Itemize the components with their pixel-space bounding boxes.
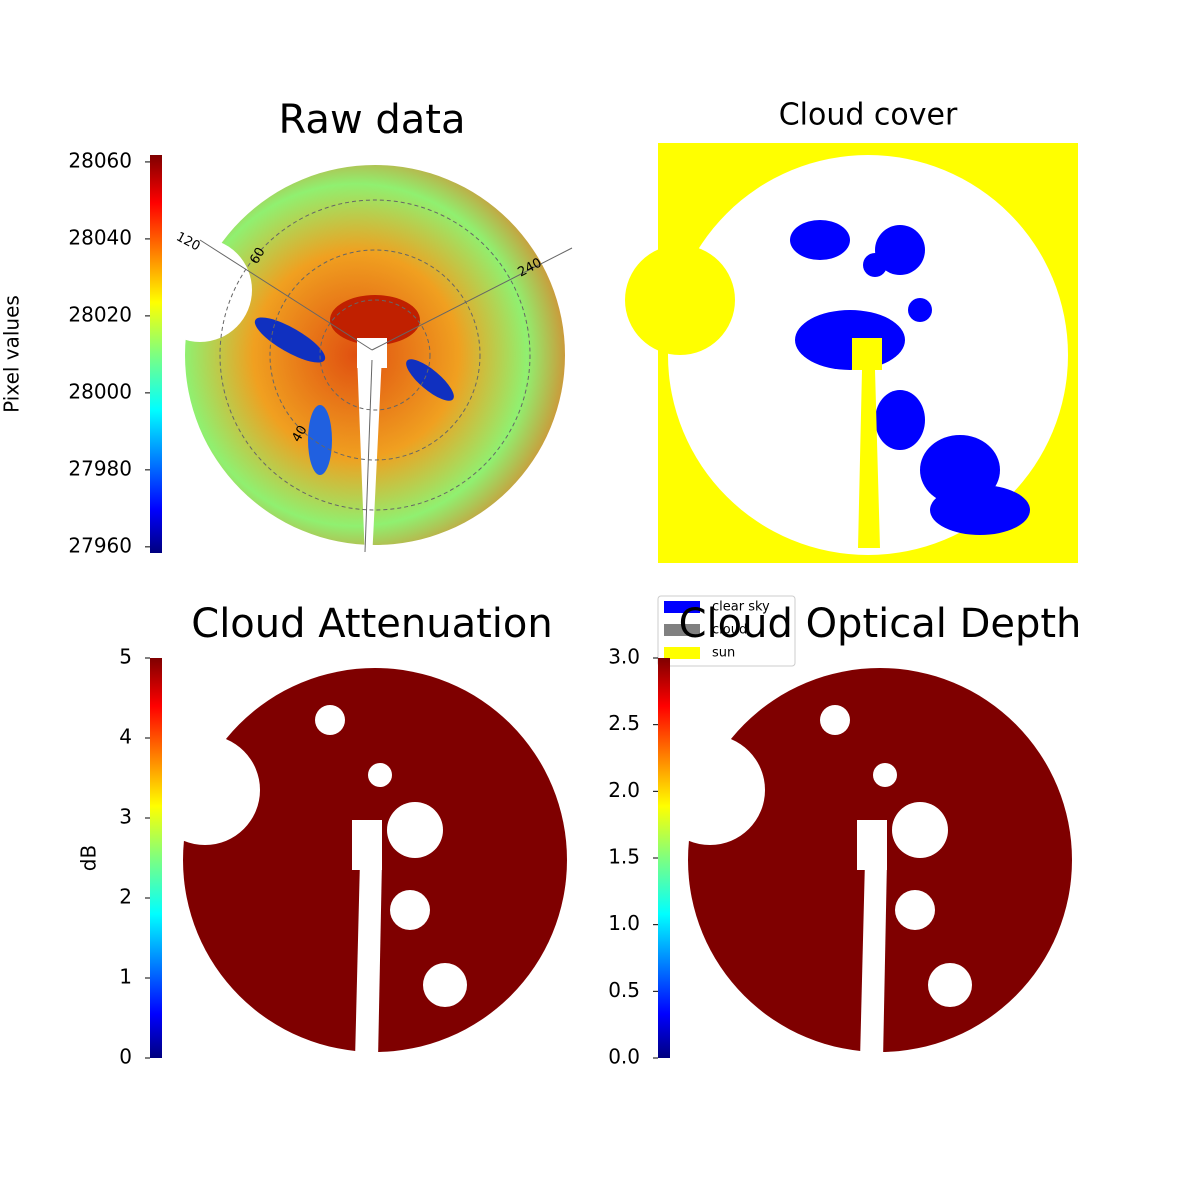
colorbar-tick-label: 0.0: [608, 1045, 640, 1069]
legend-swatch: [664, 624, 700, 636]
legend-swatch: [664, 647, 700, 659]
colorbar-tick-label: 28020: [68, 302, 132, 326]
colorbar: [150, 155, 162, 553]
colorbar-tick-label: 28060: [68, 148, 132, 172]
colorbar-tick-label: 5: [119, 645, 132, 669]
colorbar-label: Pixel values: [0, 295, 24, 413]
legend-label: sun: [712, 646, 735, 661]
colorbar-tick-label: 3: [119, 805, 132, 829]
panel-title: Cloud Attenuation: [191, 601, 552, 647]
cloud-cover-image: [625, 143, 1078, 563]
legend-swatch: [664, 601, 700, 613]
colorbar-tick-label: 0: [119, 1045, 132, 1069]
colorbar-tick-label: 1: [119, 965, 132, 989]
raw-image: [148, 165, 573, 560]
colorbar-tick-label: 3.0: [608, 645, 640, 669]
colorbar-tick-label: 1.0: [608, 911, 640, 935]
panel-title: Cloud Optical Depth: [679, 601, 1082, 647]
colorbar-tick-label: 1.5: [608, 845, 640, 869]
colorbar-tick-label: 2.0: [608, 778, 640, 802]
panel-title: Raw data: [279, 97, 466, 143]
colorbar-tick-label: 27980: [68, 456, 132, 480]
polar-label: 60: [247, 245, 268, 267]
panel-title: Cloud cover: [779, 98, 958, 133]
legend-label: cloud: [712, 623, 747, 638]
colorbar-tick-label: 27960: [68, 533, 132, 557]
colorbar: [150, 658, 162, 1058]
colorbar-tick-label: 2.5: [608, 711, 640, 735]
colorbar-label: dB: [77, 845, 101, 871]
colorbar: [658, 658, 670, 1058]
legend-label: clear sky: [712, 600, 770, 615]
colorbar-tick-label: 0.5: [608, 978, 640, 1002]
colorbar-tick-label: 4: [119, 725, 132, 749]
polar-label: 40: [289, 423, 310, 445]
colorbar-tick-label: 28000: [68, 379, 132, 403]
attenuation-image: [150, 668, 567, 1060]
colorbar-tick-label: 2: [119, 885, 132, 909]
optical-depth-image: [655, 668, 1072, 1060]
colorbar-tick-label: 28040: [68, 225, 132, 249]
